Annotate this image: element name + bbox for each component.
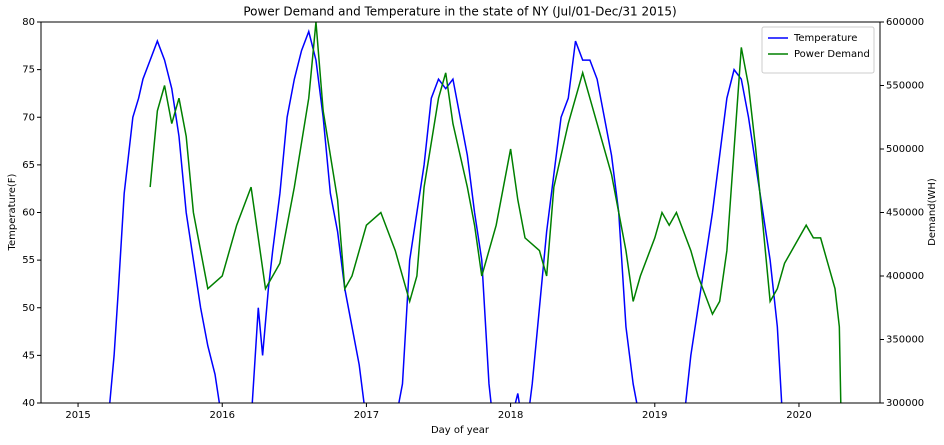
y2-tick-label: 350000 — [886, 335, 924, 346]
legend-label: Power Demand — [794, 49, 870, 60]
y-tick-label: 60 — [22, 208, 35, 219]
legend-box — [761, 26, 875, 74]
y-tick-label: 80 — [22, 17, 35, 28]
y2-tick-label: 550000 — [886, 81, 924, 92]
y-tick-label: 70 — [22, 112, 35, 123]
x-tick-label: 2016 — [210, 410, 235, 421]
plot-area — [109, 22, 842, 403]
y-tick-label: 45 — [22, 350, 35, 361]
x-tick-label: 2020 — [786, 410, 811, 421]
y2-tick-label: 500000 — [886, 144, 924, 155]
x-axis-label: Day of year — [431, 425, 490, 436]
y-axis-label: Temperature(F) — [7, 173, 18, 251]
x-tick-label: 2015 — [65, 410, 90, 421]
y2-tick-label: 450000 — [886, 208, 924, 219]
y2-tick-label: 600000 — [886, 17, 924, 28]
x-tick-label: 2017 — [354, 410, 379, 421]
plot-frame — [40, 21, 881, 404]
series-line — [149, 22, 842, 403]
y-tick-label: 50 — [22, 303, 35, 314]
y-tick-label: 40 — [22, 398, 35, 409]
y-tick-label: 75 — [22, 65, 35, 76]
y2-tick-label: 400000 — [886, 271, 924, 282]
y-tick-label: 55 — [22, 255, 35, 266]
legend-label: Temperature — [793, 33, 857, 44]
chart-title: Power Demand and Temperature in the stat… — [243, 5, 676, 19]
x-tick-label: 2019 — [642, 410, 667, 421]
y2-tick-label: 300000 — [886, 398, 924, 409]
series-line — [109, 29, 783, 403]
y-tick-label: 65 — [22, 160, 35, 171]
x-tick-label: 2018 — [498, 410, 523, 421]
y2-axis-label: Demand(WH) — [927, 178, 938, 246]
